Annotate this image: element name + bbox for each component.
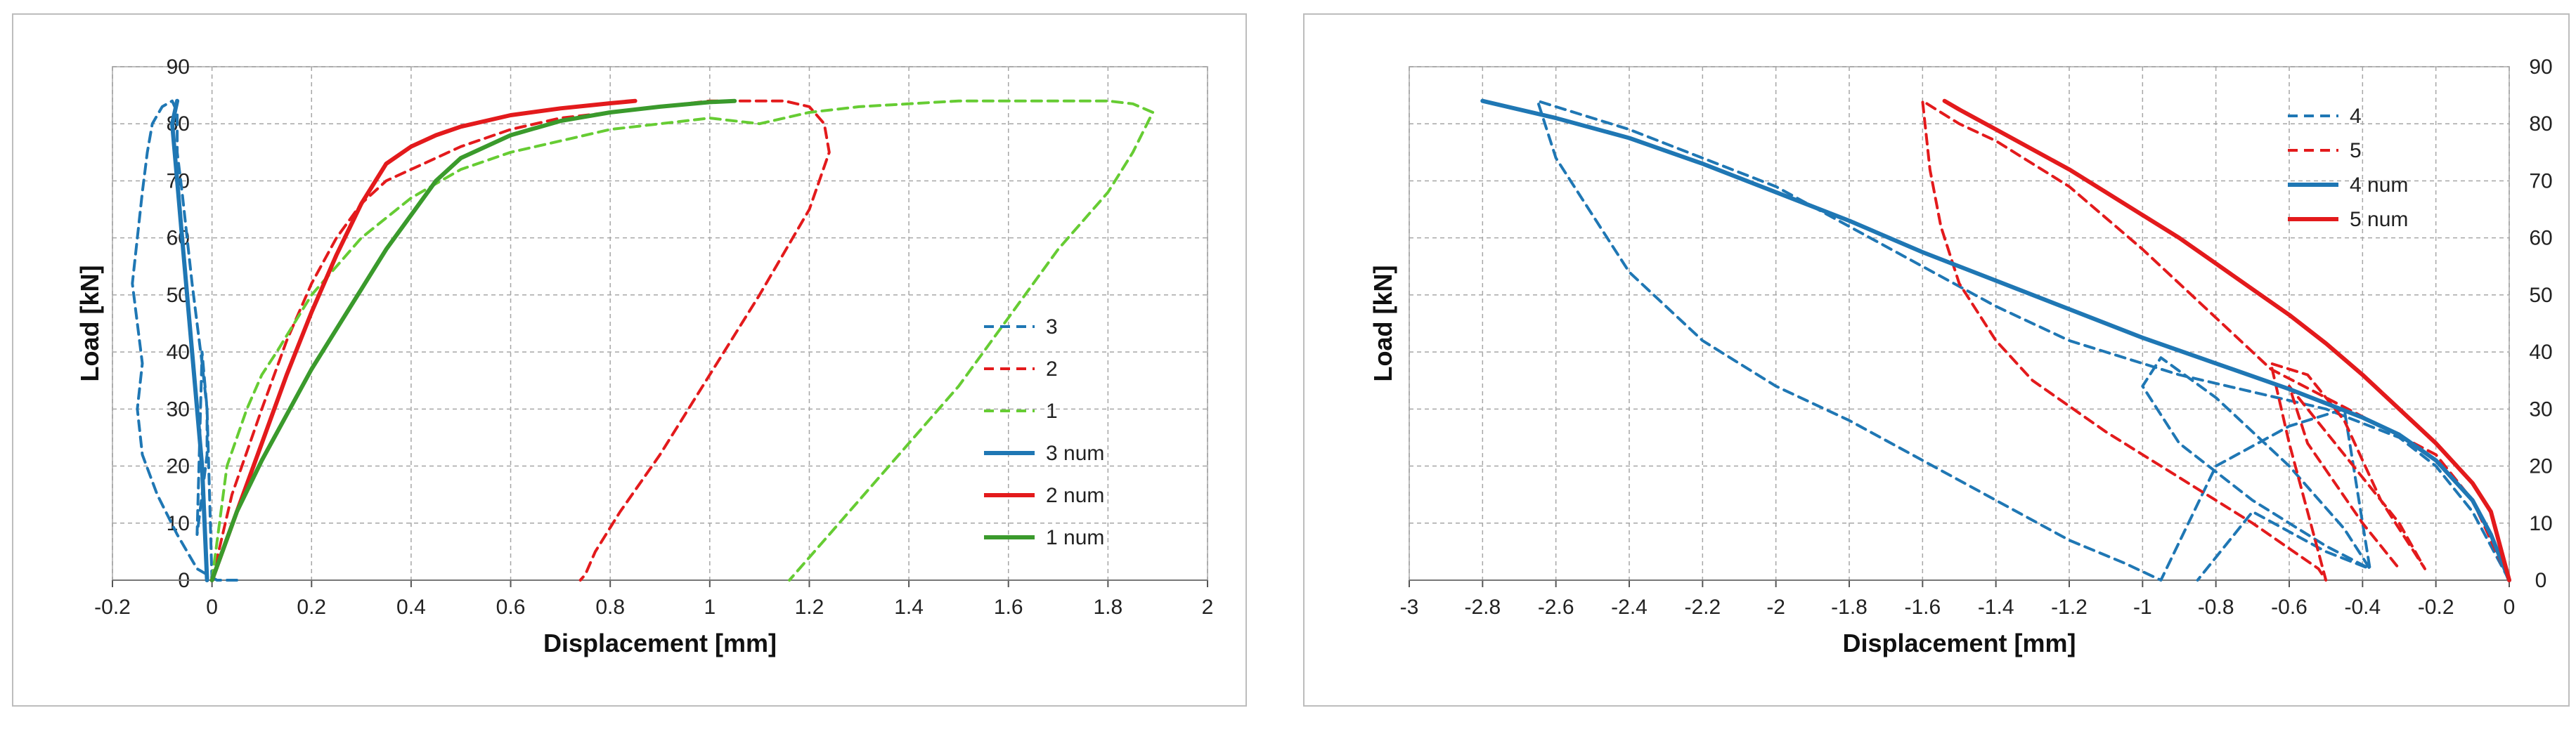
chart1-ytick-label-9: 90 — [2529, 55, 2552, 79]
chart0-ytick-label-1: 10 — [167, 512, 190, 535]
chart0-legend-label-4: 2 num — [1046, 484, 1104, 507]
chart1-ytick-label-6: 60 — [2529, 227, 2552, 250]
chart0-legend-label-3: 3 num — [1046, 442, 1104, 465]
chart1-xtick-label-0: -3 — [1400, 596, 1419, 619]
chart0-ytick-label-3: 30 — [167, 398, 190, 421]
chart1-xtick-label-9: -1.2 — [2051, 596, 2088, 619]
chart0-legend-label-0: 3 — [1046, 315, 1058, 339]
chart-left-svg: -0.2 0 0.2 0.4 0.6 0.8 1 1.2 1.4 1.6 1.8 2010203040… — [12, 13, 1247, 707]
chart1-legend-label-0: 4 — [2350, 105, 2362, 128]
chart-right-svg: -3 -2.8 -2.6 -2.4 -2.2 -2 -1.8 -1.6 -1.4 -1.2 -1 -0… — [1303, 13, 2570, 707]
chart1-xtick-label-4: -2.2 — [1684, 596, 1721, 619]
chart0-xtick-label-2: 0.2 — [297, 596, 326, 619]
chart0-ytick-label-9: 90 — [167, 55, 190, 79]
chart1-xtick-label-11: -0.8 — [2198, 596, 2234, 619]
chart-right: -3 -2.8 -2.6 -2.4 -2.2 -2 -1.8 -1.6 -1.4 -1.2 -1 -0… — [1300, 0, 2576, 734]
chart0-xtick-label-11: 2 — [1202, 596, 1214, 619]
chart1-ytick-label-2: 20 — [2529, 455, 2552, 478]
chart1-ytick-label-0: 0 — [2535, 569, 2547, 592]
chart0-legend-label-5: 1 num — [1046, 526, 1104, 549]
chart0-series-3-line — [170, 98, 209, 582]
chart0-series-0-line — [131, 99, 238, 582]
chart1-legend-label-3: 5 num — [2350, 208, 2408, 231]
chart1-xlabel: Displacement [mm] — [1842, 629, 2076, 657]
chart1-ylabel: Load [kN] — [1368, 266, 1397, 382]
chart0-xtick-label-7: 1.2 — [795, 596, 824, 619]
chart0-xtick-label-3: 0.4 — [396, 596, 426, 619]
chart0-ytick-label-2: 20 — [167, 455, 190, 478]
chart1-xtick-label-8: -1.4 — [1978, 596, 2014, 619]
chart0-ylabel: Load [kN] — [75, 266, 104, 382]
chart0-xtick-label-4: 0.6 — [496, 596, 526, 619]
chart1-xtick-label-15: 0 — [2504, 596, 2516, 619]
chart1-ytick-label-4: 40 — [2529, 341, 2552, 364]
chart1-legend-label-2: 4 num — [2350, 173, 2408, 197]
chart0-xtick-label-9: 1.6 — [994, 596, 1023, 619]
chart1-frame — [1303, 13, 2570, 707]
chart1-xtick-label-1: -2.8 — [1464, 596, 1501, 619]
chart0-legend-label-1: 2 — [1046, 358, 1058, 381]
chart0-xtick-label-8: 1.4 — [894, 596, 924, 619]
chart0-ytick-label-4: 40 — [167, 341, 190, 364]
chart1-xtick-label-2: -2.6 — [1538, 596, 1574, 619]
chart1-ytick-label-8: 80 — [2529, 112, 2552, 136]
chart0-frame — [12, 13, 1247, 707]
chart1-xtick-label-10: -1 — [2133, 596, 2152, 619]
chart0-xtick-label-6: 1 — [704, 596, 716, 619]
chart1-xtick-label-13: -0.4 — [2344, 596, 2381, 619]
chart0-xlabel: Displacement [mm] — [543, 629, 777, 657]
chart0-xtick-label-1: 0 — [206, 596, 218, 619]
chart1-series-0-line — [1536, 99, 2511, 582]
chart1-xtick-label-12: -0.6 — [2271, 596, 2308, 619]
chart1-ytick-label-7: 70 — [2529, 169, 2552, 192]
chart1-ytick-label-3: 30 — [2529, 398, 2552, 421]
chart0-xtick-label-10: 1.8 — [1094, 596, 1123, 619]
chart0-xtick-label-0: -0.2 — [94, 596, 131, 619]
chart1-ytick-label-1: 10 — [2529, 512, 2552, 535]
chart0-xtick-label-5: 0.8 — [595, 596, 625, 619]
chart0-legend-label-2: 1 — [1046, 400, 1058, 423]
chart1-xtick-label-3: -2.4 — [1611, 596, 1648, 619]
chart1-xtick-label-7: -1.6 — [1904, 596, 1941, 619]
chart1-xtick-label-14: -0.2 — [2418, 596, 2454, 619]
chart0-series-5-line — [209, 98, 737, 582]
chart1-xtick-label-6: -1.8 — [1831, 596, 1868, 619]
chart1-series-3-line — [1942, 98, 2511, 582]
chart1-legend-label-1: 5 — [2350, 139, 2362, 162]
chart1-series-2-line — [1480, 98, 2511, 582]
chart0-series-4-line — [209, 98, 637, 582]
chart1-ytick-label-5: 50 — [2529, 284, 2552, 307]
chart-left: -0.2 0 0.2 0.4 0.6 0.8 1 1.2 1.4 1.6 1.8 2 0 10 20 30 40… — [0, 0, 1251, 734]
chart1-series-1-line — [1921, 99, 2511, 582]
chart1-xtick-label-5: -2 — [1766, 596, 1785, 619]
